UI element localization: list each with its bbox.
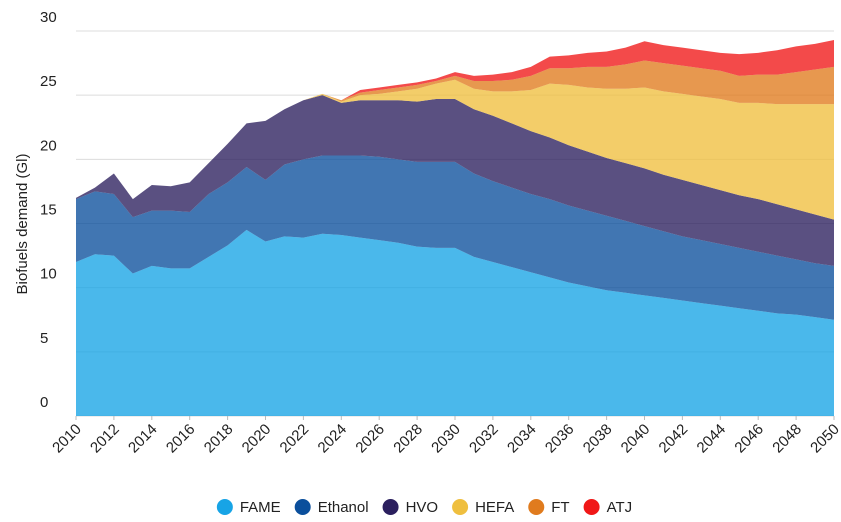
x-tick-label: 2024 — [315, 421, 351, 457]
area — [76, 39, 834, 200]
legend-item: FAME — [216, 499, 281, 516]
legend-swatch — [452, 499, 469, 515]
x-tick-label: 2010 — [49, 421, 85, 457]
legend-label: FT — [551, 499, 569, 516]
area — [76, 229, 834, 416]
x-tick-label: 2026 — [352, 421, 388, 457]
legend-label: HVO — [406, 499, 439, 516]
x-tick-label: 2032 — [466, 421, 502, 457]
x-tick-label: 2012 — [87, 421, 123, 457]
y-axis-label: Biofuels demand (Gl) — [14, 154, 31, 295]
x-tick-label: 2044 — [694, 421, 730, 457]
y-tick-label: 20 — [40, 137, 57, 154]
x-tick-label: 2022 — [277, 421, 313, 457]
legend: FAME Ethanol HVO HEFA FT ATJ — [216, 499, 633, 516]
area — [76, 79, 834, 220]
legend-item: ATJ — [583, 499, 633, 516]
areas — [76, 39, 834, 416]
legend-label: FAME — [240, 499, 281, 516]
x-tick-label: 2040 — [618, 421, 654, 457]
area — [76, 95, 834, 266]
legend-item: Ethanol — [294, 499, 369, 516]
legend-swatch — [294, 499, 311, 515]
y-tick-label: 5 — [40, 330, 48, 347]
legend-swatch — [583, 499, 600, 515]
x-tick-label: 2028 — [390, 421, 426, 457]
legend-item: FT — [528, 499, 570, 516]
legend-item: HEFA — [452, 499, 514, 516]
legend-label: ATJ — [607, 499, 633, 516]
x-tick-label: 2034 — [504, 421, 540, 457]
y-tick-label: 25 — [40, 73, 57, 90]
x-tick-label: 2050 — [807, 421, 841, 457]
legend-swatch — [382, 499, 399, 515]
x-tick-label: 2030 — [428, 421, 464, 457]
y-tick-label: 30 — [40, 9, 57, 26]
x-tick-label: 2046 — [731, 421, 767, 457]
x-tick-label: 2020 — [239, 421, 275, 457]
x-tick-label: 2018 — [201, 421, 237, 457]
legend-swatch — [528, 499, 545, 515]
x-tick-label: 2038 — [580, 421, 616, 457]
y-tick-label: 0 — [40, 394, 48, 411]
legend-item: HVO — [382, 499, 439, 516]
y-tick-label: 15 — [40, 202, 57, 219]
legend-swatch — [216, 499, 233, 515]
area — [76, 155, 834, 320]
x-tick-label: 2016 — [163, 421, 199, 457]
x-tick-label: 2048 — [769, 421, 805, 457]
x-tick-label: 2036 — [542, 421, 578, 457]
x-tick-label: 2014 — [125, 421, 161, 457]
legend-label: Ethanol — [318, 499, 369, 516]
x-tick-label: 2042 — [656, 421, 692, 457]
legend-label: HEFA — [475, 499, 514, 516]
y-tick-label: 10 — [40, 266, 57, 283]
